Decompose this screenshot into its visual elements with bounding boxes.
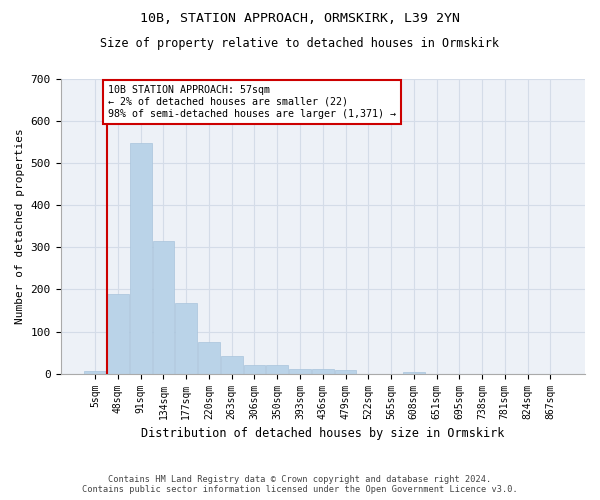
Bar [335,370,356,374]
Bar [85,370,106,374]
Bar [152,241,174,374]
Bar [266,366,288,374]
Text: Contains HM Land Registry data © Crown copyright and database right 2024.
Contai: Contains HM Land Registry data © Crown c… [82,474,518,494]
Text: 10B, STATION APPROACH, ORMSKIRK, L39 2YN: 10B, STATION APPROACH, ORMSKIRK, L39 2YN [140,12,460,26]
Text: Size of property relative to detached houses in Ormskirk: Size of property relative to detached ho… [101,38,499,51]
Text: 10B STATION APPROACH: 57sqm
← 2% of detached houses are smaller (22)
98% of semi: 10B STATION APPROACH: 57sqm ← 2% of deta… [109,86,397,118]
Bar [175,303,197,374]
Bar [107,294,129,374]
Bar [403,372,425,374]
Bar [244,366,265,374]
Bar [198,342,220,374]
Bar [289,368,311,374]
Y-axis label: Number of detached properties: Number of detached properties [15,128,25,324]
Bar [221,356,242,374]
X-axis label: Distribution of detached houses by size in Ormskirk: Distribution of detached houses by size … [141,427,505,440]
Bar [130,143,152,374]
Bar [312,368,334,374]
